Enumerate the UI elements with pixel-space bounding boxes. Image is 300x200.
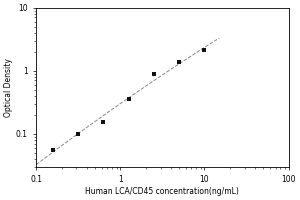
- Point: [152, 72, 156, 75]
- Point: [202, 49, 207, 52]
- Point: [50, 149, 55, 152]
- Point: [76, 132, 80, 135]
- Point: [126, 98, 131, 101]
- Y-axis label: Optical Density: Optical Density: [4, 58, 13, 117]
- Point: [101, 120, 106, 123]
- Point: [177, 61, 182, 64]
- X-axis label: Human LCA/CD45 concentration(ng/mL): Human LCA/CD45 concentration(ng/mL): [85, 187, 239, 196]
